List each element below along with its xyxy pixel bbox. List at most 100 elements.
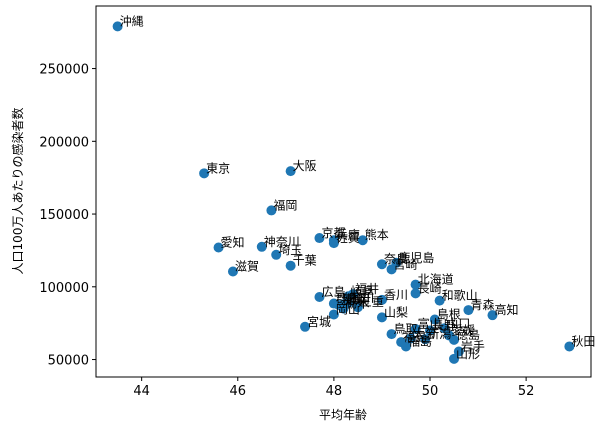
scatter-point bbox=[420, 334, 431, 345]
scatter-point bbox=[314, 291, 325, 302]
scatter-point bbox=[376, 294, 387, 305]
scatter-point bbox=[400, 341, 411, 352]
scatter-point bbox=[425, 325, 436, 336]
point-label: 静岡 bbox=[346, 292, 370, 306]
scatter-point bbox=[386, 329, 397, 340]
y-tick-label: 50000 bbox=[48, 354, 89, 369]
point-label: 茨城 bbox=[341, 293, 365, 307]
scatter-point bbox=[410, 288, 421, 299]
scatter-point bbox=[348, 289, 359, 300]
point-label: 北海道 bbox=[418, 272, 454, 287]
scatter-point bbox=[256, 241, 267, 252]
point-label: 福島 bbox=[403, 329, 427, 344]
scatter-point bbox=[352, 302, 363, 313]
scatter-point bbox=[410, 323, 421, 334]
point-label: 富山 bbox=[418, 316, 442, 331]
point-label: 石川 bbox=[350, 291, 374, 305]
point-label: 京都 bbox=[321, 226, 345, 240]
point-label: 熊本 bbox=[365, 227, 389, 242]
point-label: 新潟 bbox=[427, 326, 451, 341]
point-label: 山形 bbox=[456, 347, 480, 361]
point-label: 岡山 bbox=[336, 302, 360, 316]
y-tick-label: 200000 bbox=[39, 135, 89, 150]
scatter-point bbox=[376, 259, 387, 270]
scatter-point bbox=[227, 266, 238, 277]
x-tick-label: 52 bbox=[518, 384, 535, 399]
x-tick-label: 46 bbox=[229, 384, 246, 399]
scatter-point bbox=[405, 333, 416, 344]
x-axis-label: 平均年齢 bbox=[319, 407, 367, 422]
y-tick-label: 150000 bbox=[39, 208, 89, 223]
scatter-point bbox=[449, 334, 460, 345]
scatter-point bbox=[285, 166, 296, 177]
point-label: 栃木 bbox=[346, 297, 370, 311]
scatter-point bbox=[266, 205, 277, 216]
scatter-point bbox=[564, 341, 575, 352]
scatter-point bbox=[285, 260, 296, 271]
point-label: 青森 bbox=[470, 297, 494, 312]
point-label: 福島 bbox=[408, 333, 432, 348]
point-label: 岐阜 bbox=[350, 284, 374, 298]
point-label: 秋田 bbox=[571, 334, 595, 348]
y-tick-label: 250000 bbox=[39, 63, 89, 78]
point-label: 滋賀 bbox=[235, 260, 259, 274]
scatter-point bbox=[357, 235, 368, 246]
y-axis-ticks: 50000 100000 150000 200000 250000 bbox=[39, 63, 96, 369]
point-label: 宮城 bbox=[307, 314, 331, 329]
scatter-point bbox=[439, 323, 450, 334]
scatter-point bbox=[112, 21, 123, 32]
point-label: 和歌山 bbox=[442, 288, 478, 303]
y-tick-label: 100000 bbox=[39, 281, 89, 296]
point-label: 鳥取 bbox=[394, 321, 418, 336]
point-label: 山口 bbox=[446, 316, 470, 330]
point-label: 愛知 bbox=[221, 236, 245, 250]
point-label: 鹿児島 bbox=[398, 250, 434, 265]
point-label: 沖縄 bbox=[120, 13, 144, 28]
scatter-point bbox=[314, 233, 325, 244]
scatter-point bbox=[376, 312, 387, 323]
scatter-point bbox=[328, 238, 339, 249]
point-label: 徳島 bbox=[456, 327, 480, 342]
point-label: 福井 bbox=[355, 281, 379, 296]
point-label: 佐賀 bbox=[336, 231, 360, 245]
y-axis-label: 人口100万人あたりの感染者数 bbox=[10, 108, 25, 275]
scatter-point bbox=[449, 353, 460, 364]
scatter-point bbox=[199, 168, 210, 179]
point-label: 東京 bbox=[206, 161, 230, 175]
point-label: 大阪 bbox=[293, 159, 317, 173]
scatter-point bbox=[434, 295, 445, 306]
scatter-point bbox=[343, 297, 354, 308]
point-label: 香川 bbox=[384, 288, 408, 302]
x-tick-label: 44 bbox=[133, 384, 150, 399]
point-label: 大分 bbox=[413, 326, 437, 340]
point-label: 福岡 bbox=[273, 197, 297, 212]
scatter-point bbox=[487, 310, 498, 321]
point-label: 広島 bbox=[321, 284, 345, 299]
points-layer bbox=[112, 21, 575, 364]
point-label: 高知 bbox=[494, 302, 518, 317]
point-label: 埼玉 bbox=[278, 243, 302, 257]
point-label: 三重 bbox=[360, 295, 384, 309]
point-label: 山梨 bbox=[384, 305, 408, 319]
scatter-point bbox=[300, 321, 311, 332]
point-label: 長崎 bbox=[418, 281, 442, 295]
x-tick-label: 48 bbox=[326, 384, 343, 399]
point-label: 神奈川 bbox=[264, 235, 300, 249]
scatter-point bbox=[453, 346, 464, 357]
plot-frame bbox=[95, 5, 592, 378]
point-label: 千葉 bbox=[293, 254, 317, 268]
point-label: 奈良 bbox=[384, 251, 408, 266]
point-label: 群馬 bbox=[336, 292, 360, 306]
point-label: 長野 bbox=[432, 318, 456, 332]
scatter-point bbox=[463, 305, 474, 316]
scatter-point bbox=[271, 249, 282, 260]
point-label: 岩手 bbox=[461, 339, 485, 354]
point-label: 宮崎 bbox=[394, 256, 418, 271]
scatter-point bbox=[429, 314, 440, 325]
point-label: 愛媛 bbox=[451, 324, 475, 338]
scatter-point bbox=[213, 242, 224, 253]
scatter-point bbox=[386, 264, 397, 275]
